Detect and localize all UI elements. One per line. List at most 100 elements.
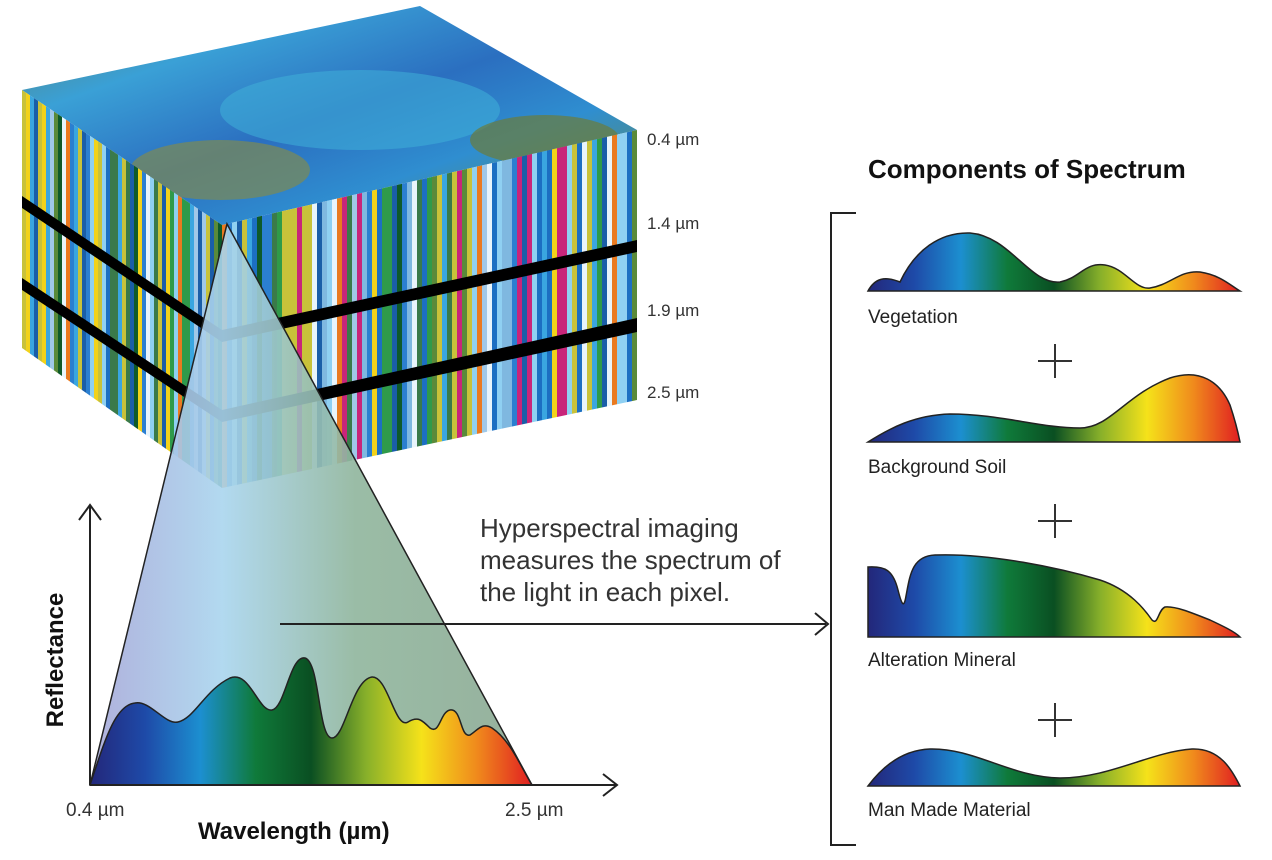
spectral-stripe bbox=[467, 130, 472, 488]
spectral-stripe bbox=[567, 130, 572, 488]
spectral-stripe bbox=[532, 130, 537, 488]
components-bracket bbox=[830, 212, 856, 846]
spectral-stripe bbox=[432, 130, 437, 488]
spectral-stripe bbox=[507, 130, 512, 488]
spectral-stripe bbox=[190, 90, 194, 488]
spectral-stripe bbox=[407, 130, 412, 488]
spectral-stripe bbox=[502, 130, 507, 488]
spectral-stripe bbox=[78, 90, 82, 488]
spectral-stripe bbox=[292, 130, 297, 488]
spectral-stripe bbox=[527, 130, 532, 488]
spectral-stripe bbox=[387, 130, 392, 488]
spectral-stripe bbox=[512, 130, 517, 488]
band-label-1: 1.4 µm bbox=[647, 214, 700, 233]
components-title: Components of Spectrum bbox=[868, 154, 1186, 184]
spectral-stripe bbox=[547, 130, 552, 488]
spectral-stripe bbox=[70, 90, 74, 488]
spectral-stripe bbox=[98, 90, 102, 488]
component-label-man-made-material: Man Made Material bbox=[868, 800, 1031, 821]
x-axis-max-label: 2.5 µm bbox=[505, 800, 564, 821]
pixel-projection-wedge bbox=[90, 224, 532, 785]
spectral-stripe bbox=[462, 130, 467, 488]
spectral-stripe bbox=[437, 130, 442, 488]
band-label-0: 0.4 µm bbox=[647, 130, 700, 149]
chart-axes bbox=[78, 503, 619, 797]
band-separator-1 bbox=[22, 196, 222, 342]
alteration-mineral-curve bbox=[867, 554, 1242, 638]
spectral-stripe bbox=[427, 130, 432, 488]
spectral-stripe bbox=[457, 130, 462, 488]
pixel-spectrum-area bbox=[88, 657, 534, 786]
spectral-stripe bbox=[166, 90, 170, 488]
spectral-stripe bbox=[522, 130, 527, 488]
spectral-stripe bbox=[552, 130, 557, 488]
spectral-stripe bbox=[174, 90, 178, 488]
plus-icon bbox=[1038, 703, 1072, 737]
spectral-stripe bbox=[542, 130, 547, 488]
spectral-stripe bbox=[186, 90, 190, 488]
spectral-stripe bbox=[62, 90, 66, 488]
x-axis-arrow bbox=[602, 773, 619, 797]
spectral-stripe bbox=[622, 130, 627, 488]
band-label-3: 2.5 µm bbox=[647, 383, 700, 402]
spectral-stripe bbox=[582, 130, 587, 488]
spectral-stripe bbox=[392, 130, 397, 488]
spectral-stripe bbox=[312, 130, 317, 488]
y-axis-arrow bbox=[78, 503, 102, 521]
spectral-stripe bbox=[50, 90, 54, 488]
spectral-stripe bbox=[118, 90, 122, 488]
spectral-stripe bbox=[138, 90, 142, 488]
spectral-stripe bbox=[377, 130, 382, 488]
spectral-stripe bbox=[602, 130, 607, 488]
spectral-stripe bbox=[607, 130, 612, 488]
spectral-stripe bbox=[587, 130, 592, 488]
spectral-stripe bbox=[472, 130, 477, 488]
spectral-stripe bbox=[497, 130, 502, 488]
spectral-stripe bbox=[110, 90, 114, 488]
spectral-stripe bbox=[46, 90, 50, 488]
spectral-stripe bbox=[302, 130, 307, 488]
spectral-stripe bbox=[557, 130, 562, 488]
spectral-stripe bbox=[130, 90, 134, 488]
spectral-stripe bbox=[86, 90, 90, 488]
spectral-stripe bbox=[198, 90, 202, 488]
spectral-stripe bbox=[170, 90, 174, 488]
spectral-stripe bbox=[178, 90, 182, 488]
spectral-stripe bbox=[382, 130, 387, 488]
pointer-arrow-head bbox=[814, 612, 830, 636]
spectral-stripe bbox=[577, 130, 582, 488]
spectral-stripe bbox=[42, 90, 46, 488]
spectral-stripe bbox=[282, 130, 287, 488]
spectral-stripe bbox=[206, 90, 210, 488]
spectral-stripe bbox=[277, 130, 282, 488]
spectral-stripe bbox=[477, 130, 482, 488]
explanation-note: Hyperspectral imaging measures the spect… bbox=[480, 513, 781, 607]
spectral-stripe bbox=[106, 90, 110, 488]
spectral-stripe bbox=[122, 90, 126, 488]
component-label-vegetation: Vegetation bbox=[868, 307, 958, 328]
spectral-stripe bbox=[372, 130, 377, 488]
cube-top-water bbox=[220, 70, 500, 150]
spectral-stripe bbox=[492, 130, 497, 488]
spectral-stripe bbox=[114, 90, 118, 488]
spectral-stripe bbox=[82, 90, 86, 488]
spectral-stripe bbox=[90, 90, 94, 488]
x-axis-title: Wavelength (µm) bbox=[198, 818, 390, 845]
spectral-stripe bbox=[632, 130, 637, 488]
spectral-stripe bbox=[412, 130, 417, 488]
spectral-stripe bbox=[102, 90, 106, 488]
spectral-stripe bbox=[482, 130, 487, 488]
plus-icon bbox=[1038, 344, 1072, 378]
spectral-stripe bbox=[442, 130, 447, 488]
spectral-stripe bbox=[447, 130, 452, 488]
spectral-stripe bbox=[202, 90, 206, 488]
spectral-stripe bbox=[287, 130, 292, 488]
band-separator-2 bbox=[22, 278, 222, 422]
spectral-stripe bbox=[38, 90, 42, 488]
background-soil-curve bbox=[865, 374, 1241, 443]
spectral-stripe bbox=[517, 130, 522, 488]
x-axis-min-label: 0.4 µm bbox=[66, 800, 125, 821]
spectral-stripe bbox=[572, 130, 577, 488]
band-label-2: 1.9 µm bbox=[647, 301, 700, 320]
